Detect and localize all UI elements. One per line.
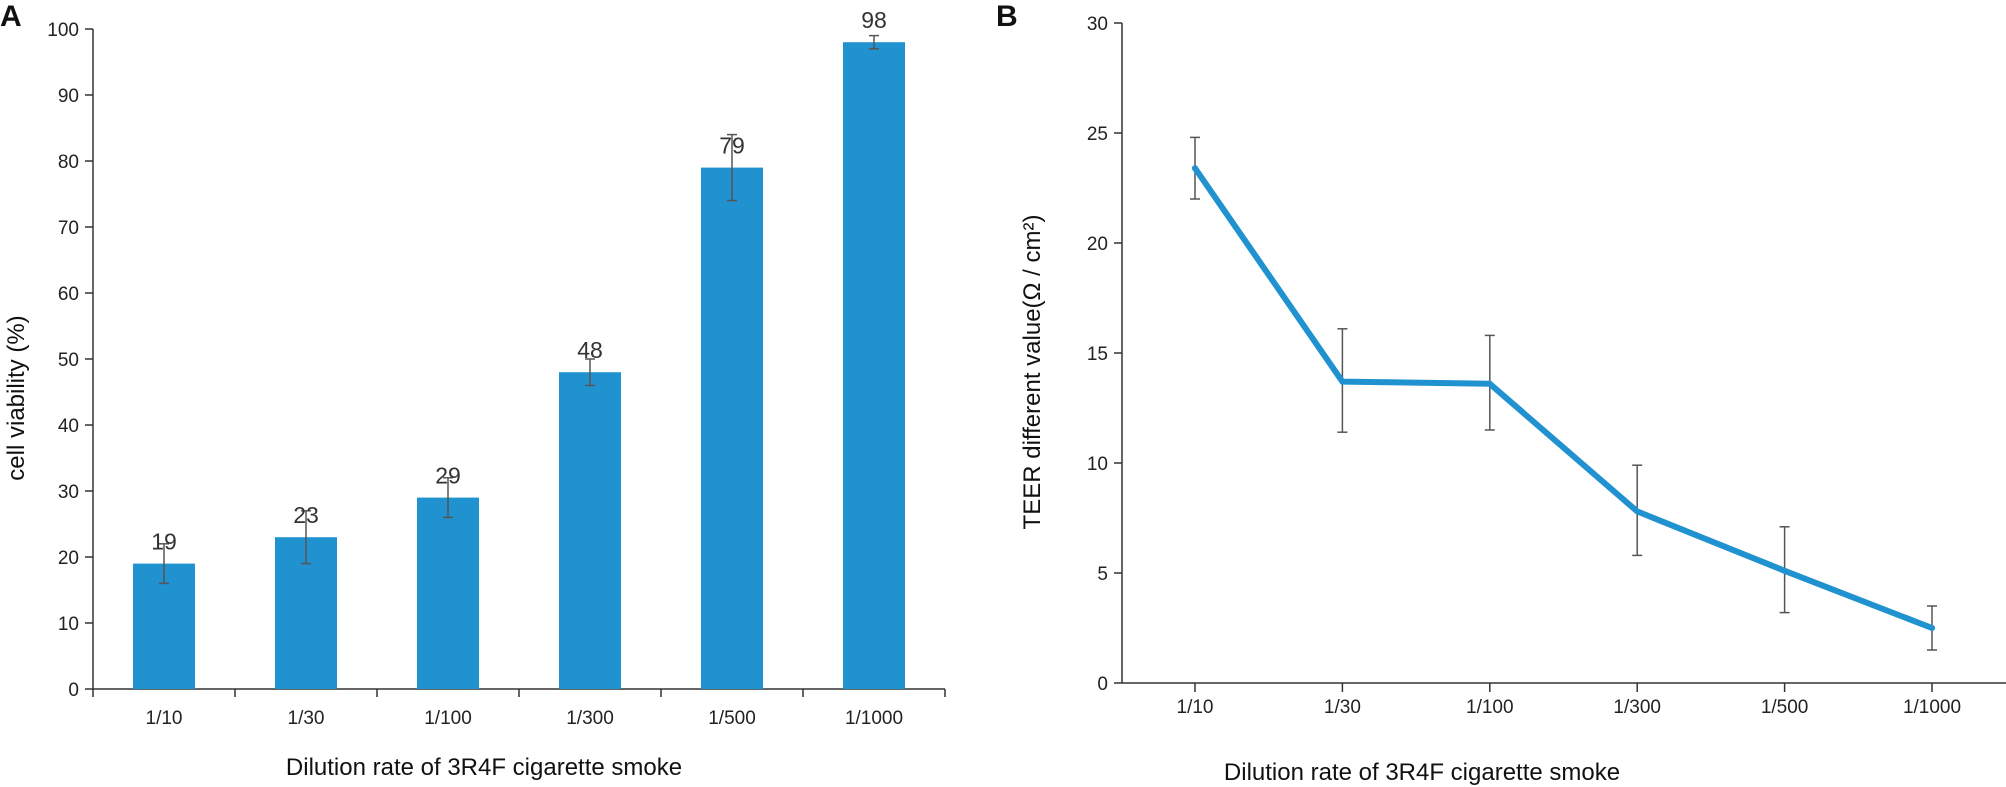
axes-a: 0 10 20 30 40 50 60 70 80 90 100 1/10 1/30 1/100 1/300… xyxy=(47,20,946,729)
x-tick-label-b: 1/10 xyxy=(1177,697,1214,718)
data-point xyxy=(1192,165,1198,172)
bars-a: 19 23 29 48 79 98 xyxy=(133,7,905,690)
data-point xyxy=(1929,625,1935,631)
y-tick-label-b: 20 xyxy=(1087,234,1108,255)
y-tick-label-b: 0 xyxy=(1097,674,1108,695)
x-tick-label-b: 1/300 xyxy=(1613,697,1661,718)
series-b xyxy=(1190,136,1937,651)
y-tick-label-b: 30 xyxy=(1087,14,1108,35)
data-label: 98 xyxy=(861,7,887,33)
y-tick-label-a: 70 xyxy=(58,218,79,239)
y-tick-label-a: 0 xyxy=(68,680,79,701)
data-label: 48 xyxy=(577,337,603,363)
y-tick-label-b: 15 xyxy=(1087,344,1108,365)
y-tick-label-a: 60 xyxy=(58,284,79,305)
y-tick-label-b: 25 xyxy=(1087,124,1108,145)
data-label: 29 xyxy=(435,463,461,489)
data-point xyxy=(1781,567,1788,574)
y-tick-label-a: 30 xyxy=(58,482,79,503)
bar xyxy=(559,372,621,689)
y-tick-label-a: 10 xyxy=(58,614,79,635)
x-tick-label-b: 1/30 xyxy=(1324,697,1361,718)
y-tick-label-b: 10 xyxy=(1087,454,1108,475)
panel-label-a: A xyxy=(0,0,22,33)
x-tick-label-a: 1/100 xyxy=(424,708,472,729)
data-label: 79 xyxy=(719,133,745,159)
chart-b: B TEER different value(Ω / cm²) Dilution… xyxy=(996,0,2006,786)
x-tick-label-a: 1/300 xyxy=(566,708,614,729)
panel-label-b: B xyxy=(996,0,1018,33)
series-line xyxy=(1192,165,1935,631)
y-axis-label-a: cell viability (%) xyxy=(3,315,30,480)
bar xyxy=(417,497,479,689)
x-tick-label-b: 1/1000 xyxy=(1903,697,1961,718)
y-axis-label-b: TEER different value(Ω / cm²) xyxy=(1019,215,1046,530)
y-tick-label-a: 100 xyxy=(47,20,79,41)
bar xyxy=(701,167,763,690)
y-tick-label-a: 90 xyxy=(58,86,79,107)
y-tick-label-a: 40 xyxy=(58,416,79,437)
axes-b: 0 5 10 15 20 25 30 1/10 1/30 1/100 1/300 1/500 1/100… xyxy=(1087,14,2006,718)
bar xyxy=(133,563,195,689)
data-label: 19 xyxy=(151,529,177,555)
x-tick-label-b: 1/100 xyxy=(1466,697,1514,718)
bar xyxy=(843,42,905,689)
x-axis-label-b: Dilution rate of 3R4F cigarette smoke xyxy=(1224,759,1620,786)
y-tick-label-a: 80 xyxy=(58,152,79,173)
y-tick-label-a: 20 xyxy=(58,548,79,569)
y-tick-label-a: 50 xyxy=(58,350,79,371)
data-point xyxy=(1339,378,1346,385)
x-axis-label-a: Dilution rate of 3R4F cigarette smoke xyxy=(286,754,682,781)
data-point xyxy=(1486,380,1493,387)
data-point xyxy=(1634,508,1641,515)
chart-a: A cell viability (%) Dilution rate of 3R… xyxy=(0,0,946,781)
data-label: 23 xyxy=(293,502,319,528)
x-tick-label-a: 1/10 xyxy=(146,708,183,729)
x-tick-label-a: 1/500 xyxy=(708,708,756,729)
x-tick-label-a: 1/1000 xyxy=(845,708,903,729)
x-tick-label-a: 1/30 xyxy=(288,708,325,729)
x-tick-label-b: 1/500 xyxy=(1761,697,1809,718)
y-tick-label-b: 5 xyxy=(1097,564,1108,585)
